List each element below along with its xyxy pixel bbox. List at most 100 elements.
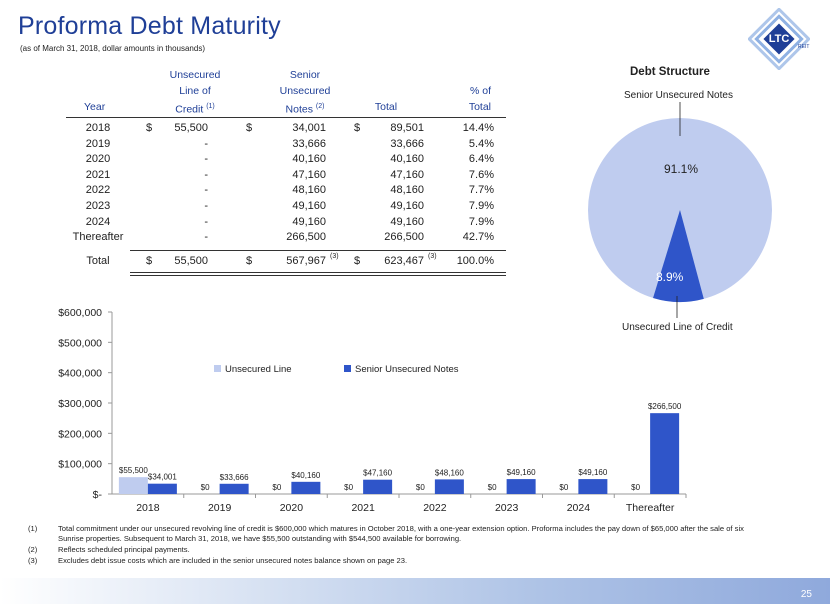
cell-tot: 623,467 <box>384 254 424 267</box>
cell-tot: 49,160 <box>390 215 424 228</box>
footnote: (1) Total commitment under our unsecured … <box>28 524 828 546</box>
cell-tot-note: (3) <box>428 252 437 260</box>
cell-ulc: - <box>204 137 208 150</box>
pie-label-senior: Senior Unsecured Notes <box>624 90 733 101</box>
header-senior-2: Unsecured <box>279 85 331 97</box>
pie-pct-unsecured: 8.9% <box>656 270 684 284</box>
data-label: $34,001 <box>148 473 177 482</box>
table-row: 2022 - 48,160 48,160 7.7% <box>66 184 526 199</box>
total-double-rule <box>130 274 506 276</box>
y-tick-label: $500,000 <box>58 337 102 349</box>
cell-tot: 89,501 <box>390 122 424 134</box>
table-row: 2019 - 33,666 33,666 5.4% <box>66 138 526 153</box>
x-tick-label: 2024 <box>567 502 591 514</box>
cell-ulc-sym: $ <box>146 122 153 134</box>
bar-senior-notes <box>219 483 249 494</box>
cell-year: 2019 <box>85 137 111 150</box>
data-label: $0 <box>344 483 353 492</box>
data-label: $0 <box>272 483 281 492</box>
x-tick-label: 2018 <box>136 502 160 514</box>
cell-pct: 7.9% <box>468 215 494 228</box>
footnote: (2) Reflects scheduled principal payments… <box>28 545 828 567</box>
y-tick-label: $400,000 <box>58 368 102 380</box>
page-subtitle: (as of March 31, 2018, dollar amounts in… <box>20 44 205 53</box>
cell-year: Total <box>86 254 110 267</box>
pie-slice-unsecured <box>653 210 704 302</box>
cell-tot: 49,160 <box>390 200 424 212</box>
cell-ulc: - <box>204 168 208 181</box>
cell-year: 2020 <box>85 153 111 166</box>
legend-label: Unsecured Line <box>225 364 292 375</box>
data-label: $49,160 <box>507 468 536 477</box>
cell-sun: 567,967 <box>286 254 326 267</box>
data-label: $0 <box>201 483 210 492</box>
cell-pct: 6.4% <box>468 153 494 166</box>
header-year: Year <box>84 101 106 113</box>
cell-pct: 14.4% <box>462 122 494 134</box>
cell-year: 2023 <box>85 200 111 212</box>
cell-sun: 266,500 <box>286 231 326 244</box>
y-tick-label: $- <box>93 489 103 501</box>
logo-text: LTC <box>769 33 790 45</box>
bar-senior-notes <box>506 479 536 494</box>
cell-sun: 47,160 <box>292 168 326 181</box>
x-tick-label: 2020 <box>280 502 304 514</box>
cell-pct: 100.0% <box>456 254 494 267</box>
x-tick-label: 2023 <box>495 502 519 514</box>
cell-pct: 42.7% <box>462 231 494 244</box>
bar-unsecured-line <box>118 477 148 494</box>
footnote-text: Total commitment under our unsecured rev… <box>58 524 744 543</box>
header-pct-1: % of <box>469 85 491 97</box>
legend-swatch <box>344 365 351 372</box>
cell-ulc: 55,500 <box>174 254 208 267</box>
table-row: 2023 - 49,160 49,160 7.9% <box>66 200 526 215</box>
header-unsecured-2: Line of <box>179 85 211 97</box>
cell-tot: 47,160 <box>390 168 424 181</box>
cell-pct: 7.9% <box>468 200 494 212</box>
footnote: (3) Excludes debt issue costs which are i… <box>28 556 828 578</box>
cell-ulc: - <box>204 215 208 228</box>
table-row: 2018 $55,500 $34,001 $89,501 14.4% <box>66 122 526 137</box>
header-rule <box>66 117 506 118</box>
pie-title: Debt Structure <box>630 66 710 78</box>
cell-pct: 7.6% <box>468 168 494 181</box>
cell-tot: 40,160 <box>390 153 424 166</box>
page-title: Proforma Debt Maturity <box>18 12 281 40</box>
data-label: $0 <box>631 483 640 492</box>
cell-ulc: - <box>204 153 208 166</box>
data-label: $33,666 <box>220 473 249 482</box>
y-tick-label: $300,000 <box>58 398 102 410</box>
bar-senior-notes <box>578 479 608 494</box>
data-label: $266,500 <box>648 402 682 411</box>
cell-year: 2018 <box>85 122 111 134</box>
cell-sun-note: (3) <box>330 252 339 260</box>
cell-year: 2021 <box>85 168 111 181</box>
cell-ulc: - <box>204 231 208 244</box>
header-unsecured-3: Credit (1) <box>175 103 215 116</box>
data-label: $0 <box>559 483 568 492</box>
cell-ulc: - <box>204 184 208 197</box>
cell-pct: 5.4% <box>468 137 494 150</box>
cell-tot: 33,666 <box>390 137 424 150</box>
table-row: Thereafter - 266,500 266,500 42.7% <box>66 231 526 246</box>
y-tick-label: $600,000 <box>58 307 102 319</box>
table-row: 2024 - 49,160 49,160 7.9% <box>66 216 526 231</box>
table-row: 2021 - 47,160 47,160 7.6% <box>66 169 526 184</box>
debt-maturity-bar-chart: $- $100,000 $200,000 $300,000 $400,000 $500,0… <box>58 307 687 514</box>
footnote-text: Excludes debt issue costs which are incl… <box>58 556 408 565</box>
cell-ulc: - <box>204 200 208 212</box>
legend-swatch <box>214 365 221 372</box>
total-double-rule <box>130 271 506 273</box>
header-pct-2: Total <box>468 101 491 113</box>
total-top-rule <box>130 249 506 251</box>
y-tick-label: $100,000 <box>58 459 102 471</box>
footer-bar <box>0 578 830 604</box>
page-number: 25 <box>800 589 812 600</box>
footnote-number: (3) <box>28 556 38 565</box>
header-senior-1: Senior <box>289 69 321 81</box>
cell-sun: 34,001 <box>292 122 326 134</box>
bar-senior-notes <box>363 479 393 494</box>
cell-sun-sym: $ <box>246 122 253 134</box>
cell-year: 2024 <box>85 215 111 228</box>
data-label: $55,500 <box>119 466 148 475</box>
